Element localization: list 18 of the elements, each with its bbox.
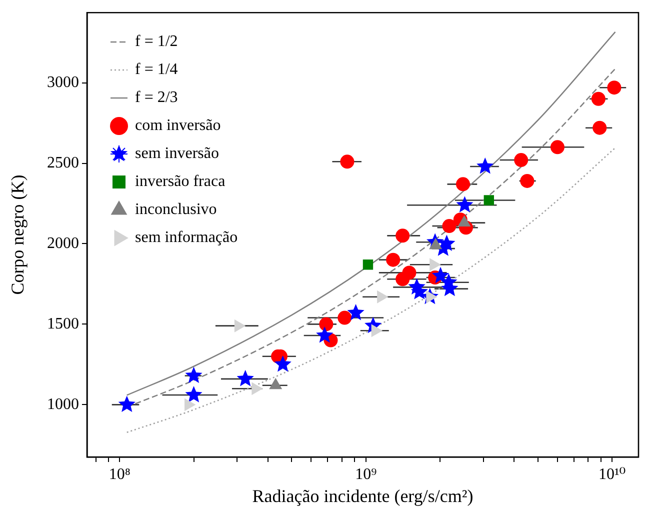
- x-tick-label: 10¹⁰: [598, 466, 626, 483]
- y-axis-title: Corpo negro (K): [8, 174, 28, 295]
- x-axis-title: Radiação incidente (erg/s/cm²): [252, 486, 474, 506]
- legend-label: sem informação: [135, 229, 238, 246]
- legend-label: f = 2/3: [135, 89, 178, 106]
- x-tick-label: 10⁹: [355, 466, 378, 483]
- y-tick-label: 1500: [47, 315, 79, 332]
- legend-label: inconclusivo: [135, 201, 217, 218]
- legend-label: com inversão: [135, 117, 221, 134]
- legend-label: f = 1/2: [135, 33, 178, 50]
- x-tick-label: 10⁸: [108, 466, 130, 483]
- y-tick-label: 3000: [47, 74, 79, 91]
- y-tick-label: 2500: [47, 154, 79, 172]
- legend-label: inversão fraca: [135, 173, 226, 190]
- legend-label: f = 1/4: [135, 61, 178, 78]
- y-tick-label: 2000: [47, 234, 79, 252]
- y-tick-label: 1000: [47, 396, 79, 413]
- legend-label: sem inversão: [135, 145, 219, 162]
